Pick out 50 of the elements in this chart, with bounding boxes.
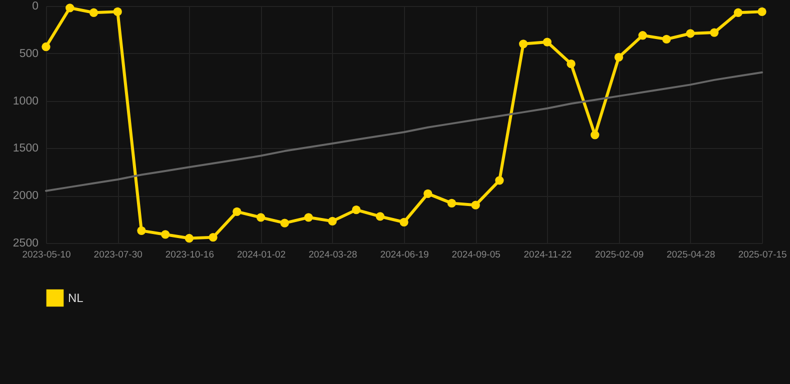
point [42,42,50,52]
point [328,216,337,226]
point [424,189,432,198]
point [400,218,408,226]
x-tick-label: 2025-07-15 [738,250,787,260]
point [734,8,742,17]
y-tick-label: 1500 [12,142,38,155]
x-tick-label: 2024-03-28 [308,250,358,260]
x-tick-label: 2024-11-22 [524,250,572,260]
x-tick-label: 2024-06-19 [380,250,429,260]
point [662,34,671,44]
y-tick-label: 0 [32,0,38,12]
point [471,200,480,210]
point [686,29,695,38]
point [519,40,528,48]
point [590,130,600,140]
point [66,4,74,12]
x-tick-label: 2025-02-09 [594,250,644,260]
x-tick-label: 2023-07-30 [94,250,142,260]
line-series [45,71,763,192]
point [542,38,552,46]
point [447,198,456,208]
point [280,218,289,228]
point [113,7,122,16]
y-tick-label: 500 [19,48,38,60]
x-tick-label: 2025-04-28 [666,250,716,260]
point [304,213,313,222]
point [161,230,170,239]
y-tick-label: 2000 [12,190,38,202]
point [184,234,194,243]
point [638,31,647,40]
point [137,226,146,235]
point [89,8,98,17]
y-tick-label: 2500 [12,238,38,250]
point [376,212,384,221]
point [566,60,576,68]
point [495,176,504,185]
point [614,52,624,62]
point [232,207,242,216]
point [208,232,218,242]
point [710,28,719,37]
x-tick-label: 2023-10-16 [165,250,214,260]
x-tick-label: 2023-05-10 [22,250,71,260]
x-tick-label: 2024-09-05 [452,250,500,260]
legend-label: NL [68,291,84,305]
point [352,206,361,214]
y-tick-label: 1000 [12,95,38,108]
point [758,7,766,16]
point [256,213,266,222]
x-tick-label: 2024-01-02 [236,250,286,260]
